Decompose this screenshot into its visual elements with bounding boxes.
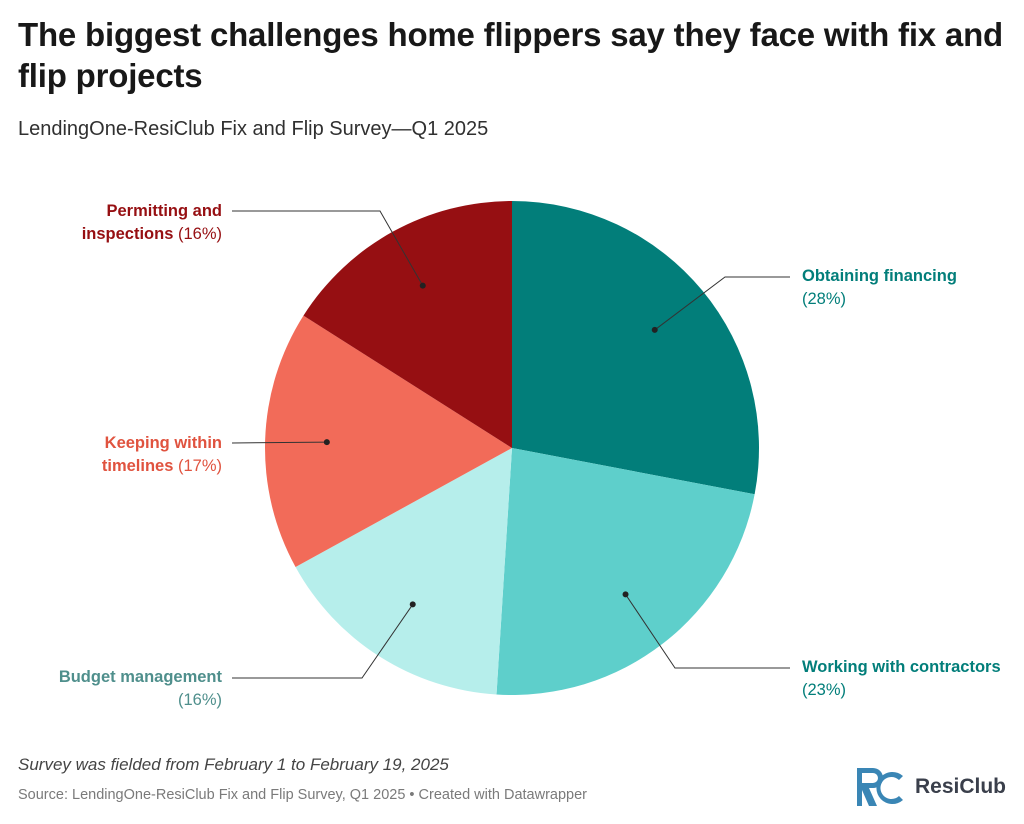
slice-label-permitting-and-inspections: Permitting and inspections (16%) bbox=[0, 200, 222, 246]
slice-label-name: Keeping within timelines bbox=[101, 434, 222, 475]
slice-label-value: (16%) bbox=[177, 691, 222, 709]
pie-slices bbox=[264, 201, 759, 695]
leader-line-working-with-contractors bbox=[625, 594, 790, 669]
slice-label-obtaining-financing: Obtaining financing (28%) bbox=[802, 265, 1024, 311]
leader-line-keeping-within-timelines bbox=[231, 441, 327, 444]
leader-line-budget-management bbox=[232, 604, 414, 679]
leader-dot-obtaining-financing bbox=[651, 326, 658, 333]
leader-dot-working-with-contractors bbox=[622, 591, 629, 598]
footer-note: Survey was fielded from February 1 to Fe… bbox=[18, 755, 449, 774]
slice-label-name: Permitting and inspections bbox=[81, 202, 222, 243]
footer-source: Source: LendingOne-ResiClub Fix and Flip… bbox=[18, 787, 587, 803]
leader-dot-keeping-within-timelines bbox=[323, 439, 330, 446]
leader-line-obtaining-financing bbox=[654, 276, 790, 331]
leader-line-permitting-and-inspections bbox=[232, 210, 424, 286]
chart-subtitle: LendingOne-ResiClub Fix and Flip Survey—… bbox=[18, 118, 489, 140]
resiclub-logo-text: ResiClub bbox=[914, 775, 1006, 798]
slice-label-value: (16%) bbox=[177, 225, 222, 243]
slice-label-budget-management: Budget management (16%) bbox=[0, 666, 222, 712]
slice-label-value: (17%) bbox=[177, 457, 222, 475]
pie-slice-budget-management bbox=[295, 448, 512, 695]
slice-label-value: (28%) bbox=[802, 290, 847, 308]
pie-slice-working-with-contractors bbox=[496, 448, 755, 695]
slice-label-name: Working with contractors bbox=[802, 658, 1001, 676]
slice-label-working-with-contractors: Working with contractors (23%) bbox=[802, 656, 1002, 702]
leader-dot-budget-management bbox=[409, 601, 416, 608]
label-leader-lines bbox=[231, 210, 790, 679]
leader-dot-permitting-and-inspections bbox=[419, 282, 426, 289]
resiclub-logo-mark-icon bbox=[856, 768, 903, 806]
chart-title: The biggest challenges home flippers say… bbox=[18, 16, 1003, 94]
slice-label-value: (23%) bbox=[802, 681, 847, 699]
pie-slice-obtaining-financing bbox=[512, 201, 759, 495]
pie-slice-keeping-within-timelines bbox=[264, 315, 512, 567]
slice-label-keeping-within-timelines: Keeping within timelines (17%) bbox=[0, 432, 222, 478]
pie-slice-permitting-and-inspections bbox=[303, 201, 512, 448]
slice-label-name: Budget management bbox=[58, 668, 222, 686]
slice-label-name: Obtaining financing bbox=[802, 267, 957, 285]
resiclub-logo: ResiClub bbox=[855, 764, 1006, 810]
